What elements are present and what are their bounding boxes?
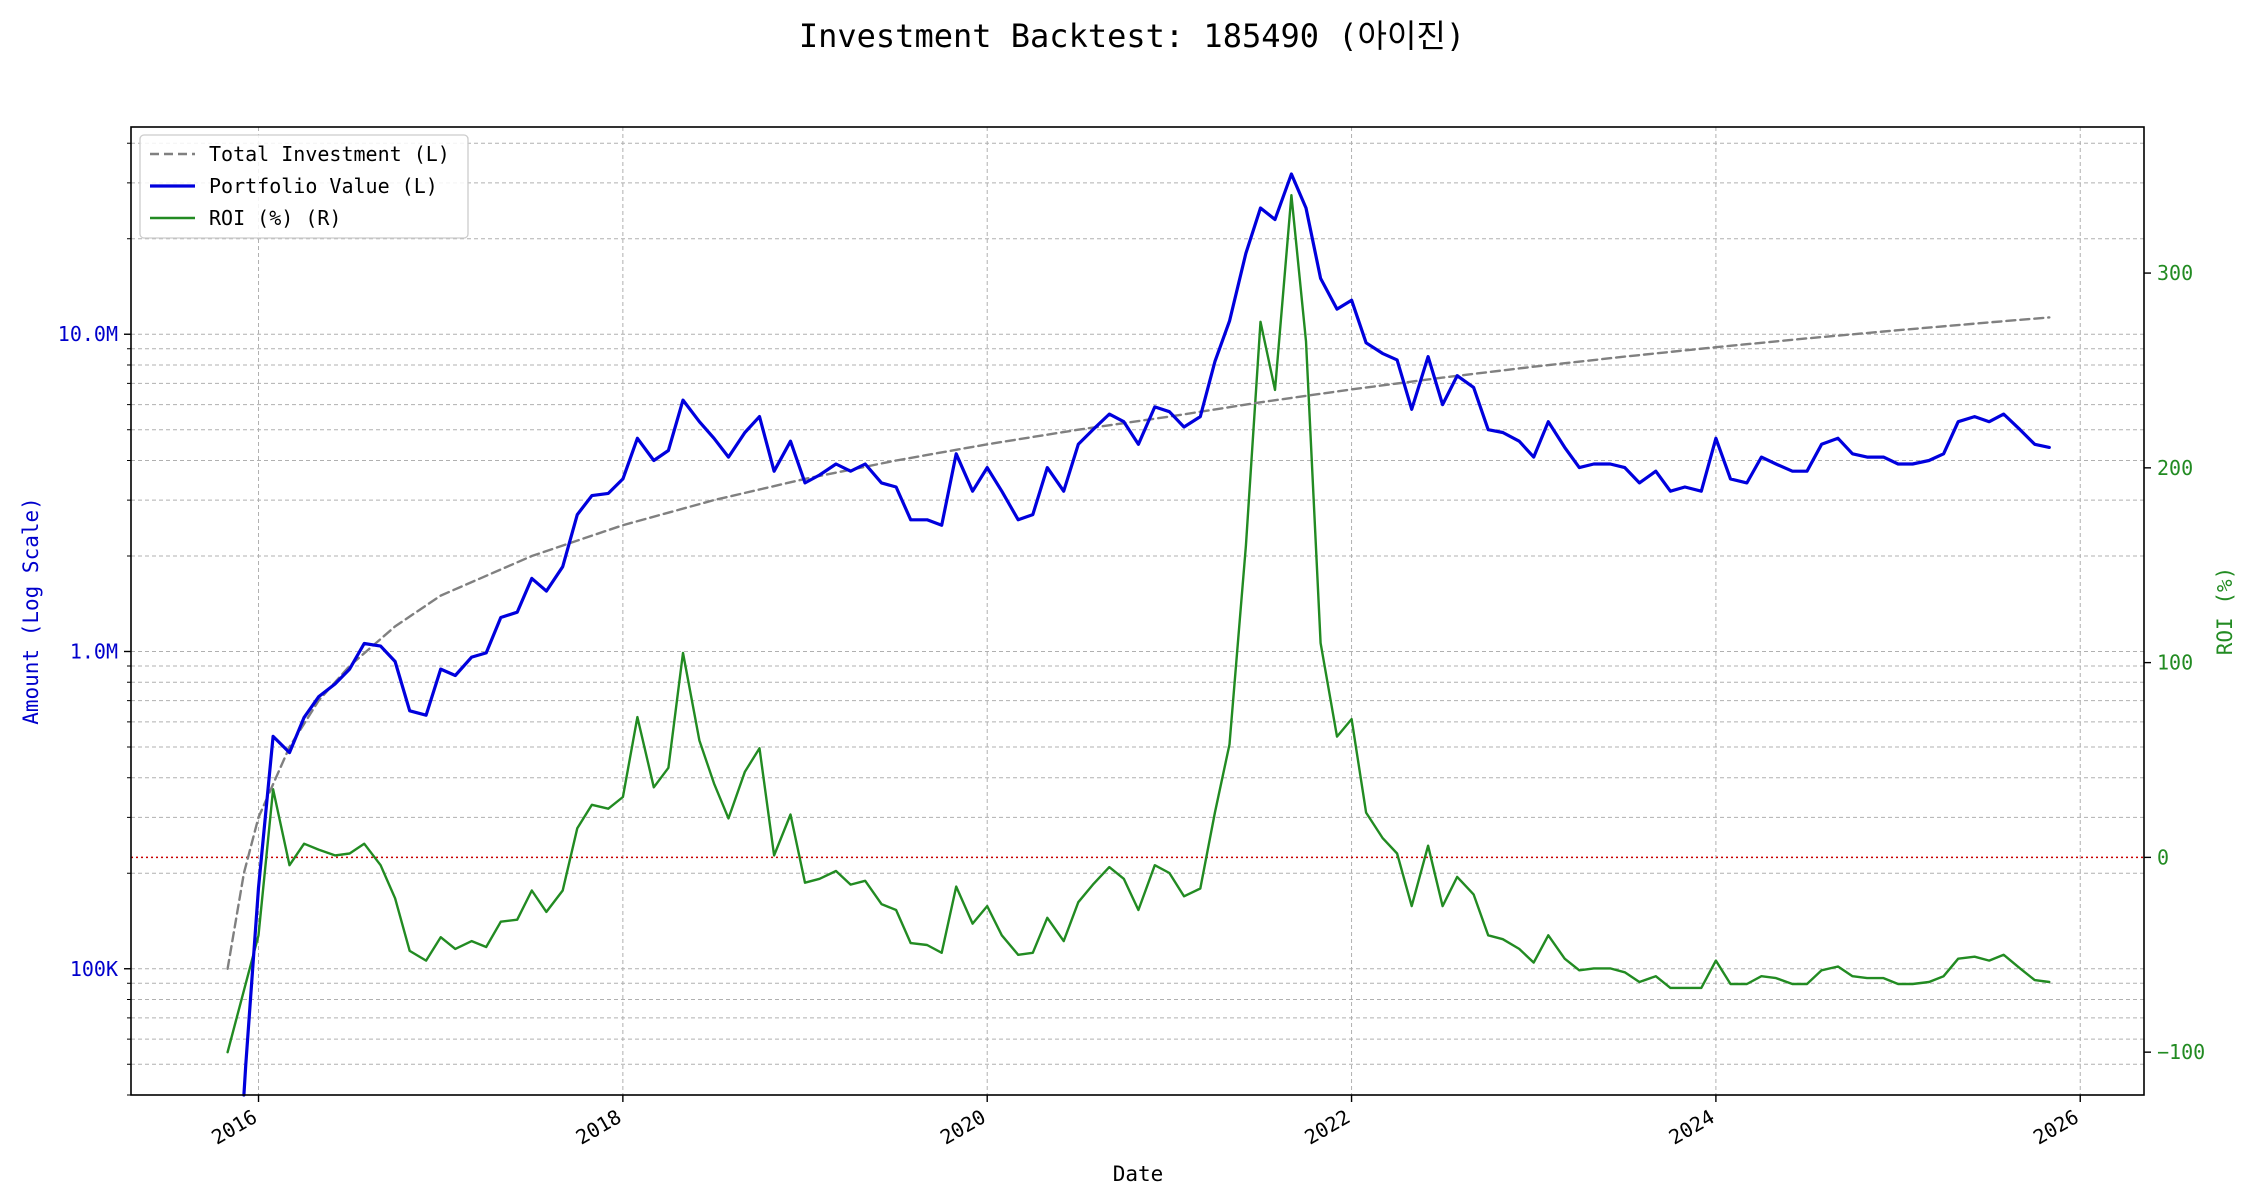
y-right-tick-label: 0 xyxy=(2157,845,2169,869)
x-axis: 2016 2018 2020 2022 2024 2026 xyxy=(207,1095,2083,1150)
x-tick-label: 2024 xyxy=(1665,1105,1719,1150)
series-roi xyxy=(226,193,2051,1054)
legend: Total Investment (L) Portfolio Value (L)… xyxy=(139,134,469,239)
chart-title: Investment Backtest: 185490 (아이진) xyxy=(799,17,1465,55)
y-right-tick-label: −100 xyxy=(2157,1040,2205,1064)
series-layer xyxy=(226,172,2051,1097)
plot-frame xyxy=(130,126,2145,1096)
y-right-tick-label: 300 xyxy=(2157,261,2193,285)
x-tick-label: 2016 xyxy=(207,1105,261,1150)
y-right-tick-label: 200 xyxy=(2157,456,2193,480)
legend-box xyxy=(139,134,469,239)
y-axis-right-label: ROI (%) xyxy=(2213,567,2237,656)
y-axis-left-label: Amount (Log Scale) xyxy=(19,497,43,725)
series-total-investment xyxy=(226,316,2051,970)
y-left-tick-label: 10.0M xyxy=(58,322,118,346)
x-tick-label: 2026 xyxy=(2029,1105,2083,1150)
legend-label-total-investment: Total Investment (L) xyxy=(209,142,450,166)
y-axis-left: 100K 1.0M 10.0M xyxy=(58,142,131,1096)
x-tick-label: 2020 xyxy=(936,1105,990,1150)
x-tick-label: 2022 xyxy=(1300,1105,1354,1150)
legend-label-portfolio-value: Portfolio Value (L) xyxy=(209,174,438,198)
legend-label-roi: ROI (%) (R) xyxy=(209,206,341,230)
y-left-tick-label: 100K xyxy=(70,957,118,981)
y-right-tick-label: 100 xyxy=(2157,651,2193,675)
x-axis-label: Date xyxy=(1113,1162,1164,1186)
series-portfolio-value xyxy=(242,172,2051,1097)
x-tick-label: 2018 xyxy=(572,1105,626,1150)
y-left-tick-label: 1.0M xyxy=(70,639,118,663)
y-axis-right: −100 0 100 200 300 xyxy=(2144,261,2205,1064)
